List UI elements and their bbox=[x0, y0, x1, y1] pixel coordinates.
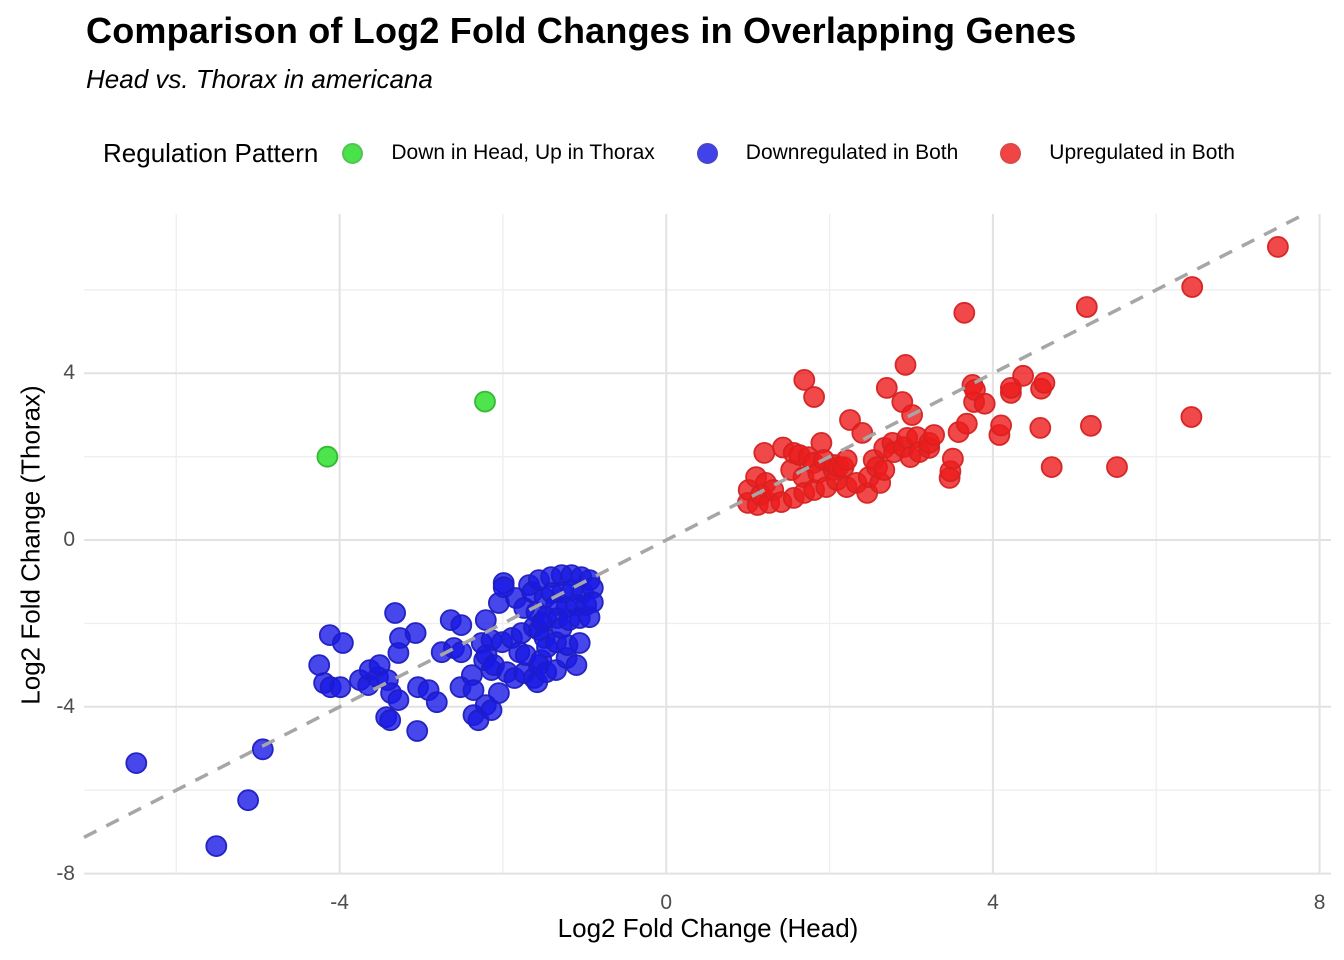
data-point bbox=[942, 447, 964, 470]
legend-dot-icon bbox=[696, 142, 718, 164]
data-point bbox=[581, 591, 604, 614]
data-point bbox=[873, 459, 896, 481]
data-point bbox=[237, 789, 260, 812]
data-point bbox=[404, 622, 427, 644]
data-point bbox=[450, 641, 473, 664]
data-point bbox=[331, 632, 354, 654]
legend-item: Upregulated in Both bbox=[1000, 141, 1235, 165]
data-point bbox=[875, 376, 898, 399]
data-point bbox=[894, 353, 917, 376]
chart-title: Comparison of Log2 Fold Changes in Overl… bbox=[86, 10, 1077, 51]
data-point bbox=[973, 392, 996, 415]
data-point bbox=[1033, 371, 1056, 394]
data-point bbox=[1029, 416, 1052, 439]
legend-dot-icon bbox=[342, 142, 364, 164]
data-point bbox=[1180, 406, 1203, 428]
legend: Regulation Pattern Down in Head, Up in T… bbox=[103, 134, 1277, 172]
x-axis-title: Log2 Fold Change (Head) bbox=[557, 913, 859, 943]
data-point bbox=[1181, 276, 1204, 298]
data-point bbox=[793, 368, 816, 391]
legend-item-label: Downregulated in Both bbox=[745, 141, 959, 164]
data-point bbox=[955, 412, 978, 435]
legend-item-label: Upregulated in Both bbox=[1049, 141, 1235, 164]
data-point bbox=[923, 424, 945, 446]
data-point bbox=[835, 449, 858, 471]
data-point bbox=[425, 691, 448, 714]
data-point bbox=[568, 632, 591, 654]
identity-reference-line bbox=[83, 212, 1306, 839]
data-point bbox=[379, 709, 402, 732]
y-tick-label: 0 bbox=[63, 528, 75, 552]
data-point bbox=[487, 682, 510, 704]
legend-item: Downregulated in Both bbox=[696, 141, 959, 165]
x-tick-label: 8 bbox=[1313, 891, 1326, 914]
data-point bbox=[1012, 364, 1034, 387]
x-tick-label: 0 bbox=[660, 891, 673, 914]
data-point bbox=[387, 689, 410, 711]
data-point bbox=[329, 676, 352, 699]
data-point bbox=[1267, 235, 1289, 258]
data-point bbox=[753, 441, 776, 464]
data-point bbox=[308, 654, 331, 676]
data-point bbox=[474, 609, 497, 631]
data-point bbox=[474, 390, 496, 413]
data-point bbox=[1106, 456, 1128, 479]
data-point bbox=[406, 720, 429, 742]
legend-title: Regulation Pattern bbox=[103, 137, 319, 168]
data-point bbox=[803, 386, 825, 408]
data-point bbox=[1075, 296, 1098, 318]
data-point bbox=[125, 752, 148, 774]
data-point bbox=[450, 614, 473, 636]
legend-dot-icon bbox=[1000, 142, 1022, 164]
data-point bbox=[205, 835, 228, 857]
data-point bbox=[953, 301, 976, 324]
legend-item-label: Down in Head, Up in Thorax bbox=[391, 141, 655, 164]
data-point bbox=[1080, 414, 1102, 437]
legend-item: Down in Head, Up in Thorax bbox=[342, 141, 655, 165]
data-point bbox=[565, 654, 588, 676]
y-tick-label: 4 bbox=[63, 361, 75, 385]
data-point bbox=[990, 414, 1012, 437]
data-point bbox=[316, 445, 339, 468]
data-point bbox=[851, 421, 874, 444]
x-tick-label: 4 bbox=[987, 891, 999, 914]
y-tick-label: -4 bbox=[56, 694, 75, 718]
data-point bbox=[462, 679, 485, 701]
x-tick-label: -4 bbox=[330, 891, 349, 914]
y-tick-label: -8 bbox=[56, 861, 75, 885]
data-point bbox=[384, 602, 407, 624]
chart-subtitle: Head vs. Thorax in americana bbox=[86, 64, 433, 94]
data-point bbox=[1040, 456, 1063, 479]
